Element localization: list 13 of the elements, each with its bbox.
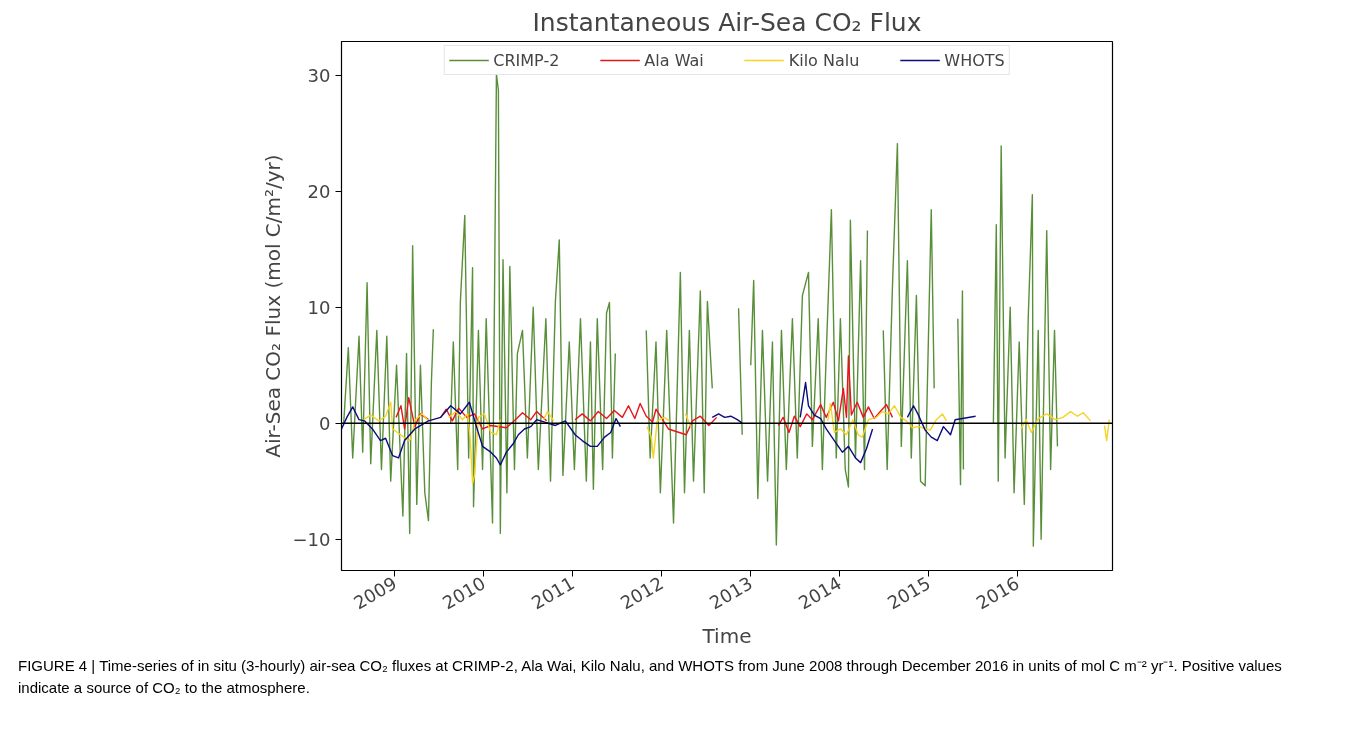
x-axis-title: Time [701,623,752,648]
y-tick-label: 30 [307,64,331,86]
y-tick-label: 0 [319,412,331,434]
chart-title: Instantaneous Air-Sea CO₂ Flux [532,7,922,37]
caption: FIGURE 4 | Time-series of in situ (3-hourly) air-sea CO₂ fluxes at CRIMP-2, Ala Wai, Kilo Nalu, and WHOTS from June 2008 through December 2016 in units of mol C m⁻² yr⁻¹. Positive values indicate a source of CO₂ to the atmosphere. [18,656,1283,698]
legend-label: Kilo Nalu [788,50,860,70]
y-axis-title: Air-Sea CO₂ Flux (mol C/m²/yr) [260,154,285,458]
y-tick-label: 20 [307,180,331,202]
y-tick-label: 10 [307,296,331,318]
legend-label: WHOTS [944,50,1005,70]
y-tick-label: −10 [292,528,331,550]
legend-label: CRIMP-2 [493,50,560,70]
legend-label: Ala Wai [644,50,704,70]
